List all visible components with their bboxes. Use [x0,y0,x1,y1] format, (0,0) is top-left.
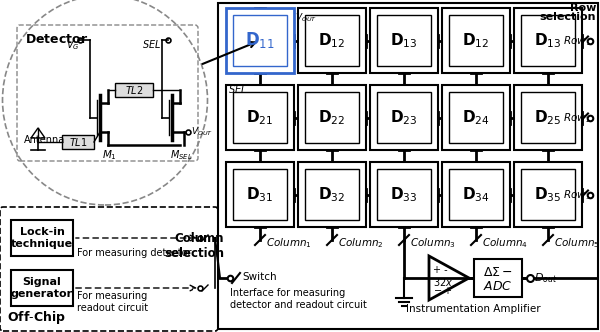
Text: $\mathbf{D}_{22}$: $\mathbf{D}_{22}$ [319,108,346,127]
Bar [521,92,575,143]
Bar [370,162,438,227]
Text: $M_{SEL}$: $M_{SEL}$ [170,148,193,162]
Bar [370,85,438,150]
Text: Antenna: Antenna [24,135,65,145]
Bar [62,135,94,149]
Bar [442,85,510,150]
Text: $Column_{3}$: $Column_{3}$ [410,236,456,250]
Text: $\mathbf{D}_{35}$: $\mathbf{D}_{35}$ [535,185,562,204]
Bar [474,259,522,297]
Text: $ADC$: $ADC$ [483,280,513,292]
Text: $\mathbf{D}_{11}$: $\mathbf{D}_{11}$ [245,31,275,50]
Bar [370,8,438,73]
Bar [377,169,431,220]
Text: $V_{OUT}$: $V_{OUT}$ [295,11,317,24]
Bar [226,85,294,150]
Bar [514,8,582,73]
Bar [377,15,431,66]
Text: Column
selection: Column selection [164,232,224,260]
Bar [442,8,510,73]
Bar [514,162,582,227]
Text: Switch: Switch [242,272,277,282]
Bar [298,85,366,150]
Text: Lock-in
technique: Lock-in technique [11,227,73,249]
Text: $\mathbf{D}_{12}$: $\mathbf{D}_{12}$ [319,31,346,50]
Text: $SEL$: $SEL$ [228,83,247,95]
Text: $V_{OUT}$: $V_{OUT}$ [191,126,213,138]
Bar [218,3,598,329]
Text: $\Delta\Sigma-$: $\Delta\Sigma-$ [483,266,513,279]
Text: $SEL$: $SEL$ [142,38,161,50]
Text: $Column_{1}$: $Column_{1}$ [266,236,312,250]
Bar [11,270,73,306]
Bar [305,92,359,143]
Text: $\mathbf{Off\text{-}Chip}$: $\mathbf{Off\text{-}Chip}$ [7,309,66,326]
Bar [377,92,431,143]
Text: $M_1$: $M_1$ [102,148,117,162]
Bar [305,15,359,66]
Text: $\mathbf{D}_{13}$: $\mathbf{D}_{13}$ [390,31,418,50]
Bar [233,15,287,66]
Bar [305,169,359,220]
Text: $Row_{1}$: $Row_{1}$ [563,35,591,48]
Text: $V_G$: $V_G$ [66,38,80,52]
Text: $\mathbf{D}_{12}$: $\mathbf{D}_{12}$ [463,31,490,50]
Text: $\mathbf{D}_{13}$: $\mathbf{D}_{13}$ [534,31,562,50]
Text: $D_{out}$: $D_{out}$ [534,271,557,285]
Bar [449,15,503,66]
Text: Row: Row [569,3,596,13]
Text: $\mathbf{D}_{23}$: $\mathbf{D}_{23}$ [390,108,418,127]
Text: $\mathbf{D}_{33}$: $\mathbf{D}_{33}$ [390,185,418,204]
Text: Signal
generator: Signal generator [11,277,73,299]
Bar [449,92,503,143]
Bar [115,83,153,97]
Bar [233,169,287,220]
Bar [233,92,287,143]
Text: $\mathbf{D}_{21}$: $\mathbf{D}_{21}$ [247,108,274,127]
Text: $32x$: $32x$ [433,276,453,288]
Text: $TL2$: $TL2$ [125,84,143,96]
Bar [449,169,503,220]
Bar [226,162,294,227]
Bar [442,162,510,227]
Text: $\mathbf{D}_{24}$: $\mathbf{D}_{24}$ [462,108,490,127]
Bar [226,8,294,73]
Text: $\mathbf{D}_{31}$: $\mathbf{D}_{31}$ [247,185,274,204]
Text: + -: + - [433,265,448,275]
Text: $Row_{3}$: $Row_{3}$ [563,189,591,202]
Bar [298,8,366,73]
Text: Interface for measuring
detector and readout circuit: Interface for measuring detector and rea… [230,288,367,310]
Bar [514,85,582,150]
Text: $Column_{4}$: $Column_{4}$ [482,236,528,250]
Text: $Column_{5}$: $Column_{5}$ [554,236,599,250]
Bar [521,169,575,220]
Text: For measuring
readout circuit: For measuring readout circuit [77,291,148,313]
Bar [298,162,366,227]
Text: selection: selection [539,12,596,22]
Text: $\mathbf{Detector}$: $\mathbf{Detector}$ [25,33,88,46]
Text: $\mathbf{D}_{32}$: $\mathbf{D}_{32}$ [319,185,346,204]
Text: $TL1$: $TL1$ [68,136,88,148]
Text: $\mathbf{D}_{34}$: $\mathbf{D}_{34}$ [462,185,490,204]
Bar [11,220,73,256]
Text: $\mathbf{D}_{25}$: $\mathbf{D}_{25}$ [535,108,562,127]
Text: For measuring detector: For measuring detector [77,248,191,258]
Bar [521,15,575,66]
Text: $Column_{2}$: $Column_{2}$ [338,236,383,250]
Text: Instrumentation Amplifier: Instrumentation Amplifier [406,304,541,314]
Text: $- +$: $- +$ [433,285,452,295]
Text: $Row_{2}$: $Row_{2}$ [563,112,591,125]
